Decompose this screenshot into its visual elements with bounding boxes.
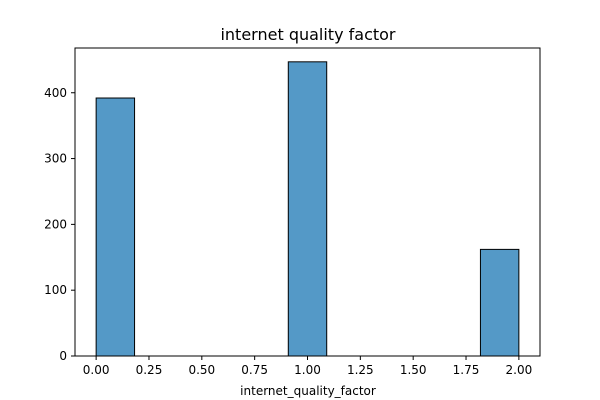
y-tick-label: 0 [59,349,67,363]
x-axis-label: internet_quality_factor [240,384,376,398]
x-axis-ticks: 0.00 0.25 0.50 0.75 1.00 1.25 1.50 1.75 2.00 [83,356,532,377]
y-tick-label: 300 [44,152,67,166]
y-tick-label: 400 [44,86,67,100]
x-tick-label: 0.25 [136,363,163,377]
y-tick-label: 100 [44,283,67,297]
y-axis-ticks: 0 100 200 300 400 [44,86,75,363]
x-tick-label: 0.75 [241,363,268,377]
x-tick-label: 1.00 [294,363,321,377]
x-tick-label: 0.50 [188,363,215,377]
x-tick-label: 1.75 [453,363,480,377]
x-tick-label: 1.50 [400,363,427,377]
histogram-bar-0 [95,97,136,357]
histogram-bar-10 [479,248,520,357]
y-tick-label: 200 [44,217,67,231]
histogram-bar-5 [287,61,328,357]
x-tick-label: 0.00 [83,363,110,377]
x-tick-label: 1.25 [347,363,374,377]
x-tick-label: 2.00 [506,363,533,377]
bars-group [95,61,520,357]
chart-title: internet quality factor [220,25,395,44]
